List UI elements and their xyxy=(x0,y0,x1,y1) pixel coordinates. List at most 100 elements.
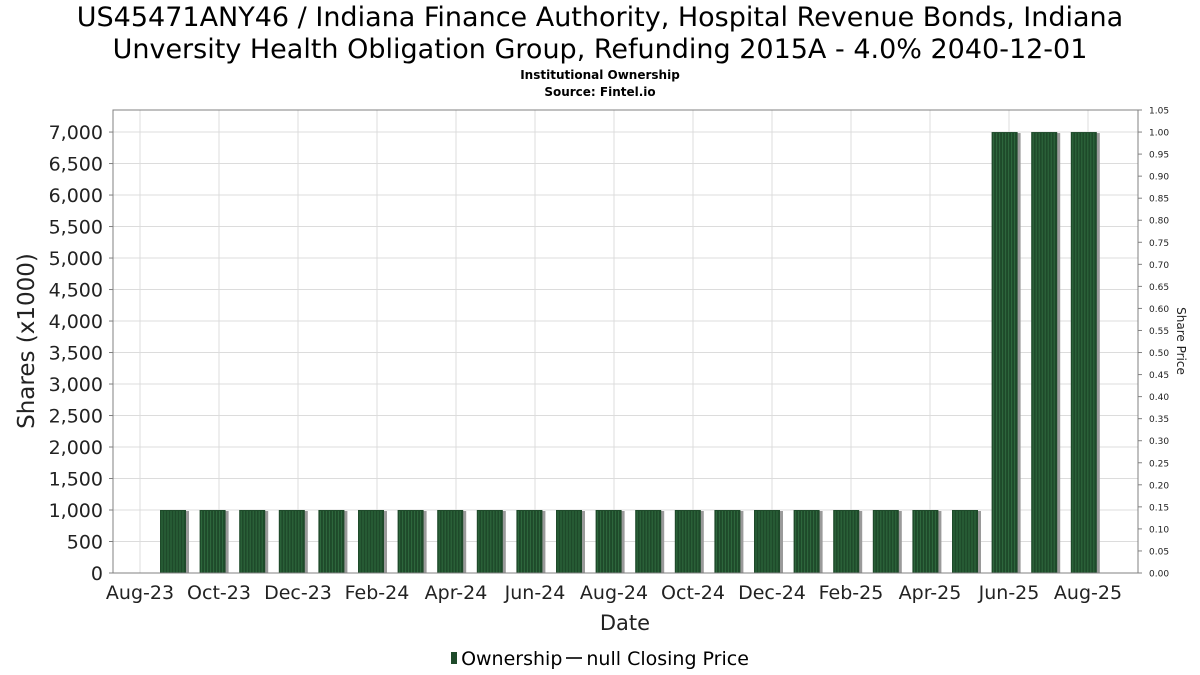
bar-body xyxy=(239,510,266,573)
bar-body xyxy=(833,510,860,573)
y2-tick-label: 0.30 xyxy=(1149,437,1169,447)
bar-body xyxy=(1031,132,1058,574)
y2-tick-label: 0.15 xyxy=(1149,503,1169,513)
bar-body xyxy=(714,510,741,573)
ownership-bar xyxy=(714,510,744,573)
y-tick-label: 500 xyxy=(67,532,103,554)
bar-body xyxy=(437,510,464,573)
y2-tick-label: 0.90 xyxy=(1149,173,1169,183)
y-tick-label: 7,000 xyxy=(49,122,103,144)
y2-tick-label: 0.65 xyxy=(1149,283,1169,293)
ownership-bar xyxy=(318,510,348,573)
chart-source: Source: Fintel.io xyxy=(544,85,656,99)
y2-tick-label: 0.10 xyxy=(1149,525,1169,535)
y-tick-label: 2,000 xyxy=(49,437,103,459)
y-axis-title: Shares (x1000) xyxy=(14,253,40,429)
y-tick-label: 0 xyxy=(91,563,103,585)
ownership-bar xyxy=(595,510,625,573)
bar-body xyxy=(476,510,503,573)
ownership-bar xyxy=(199,510,229,573)
x-tick-label: Dec-24 xyxy=(738,582,806,604)
y2-tick-label: 0.70 xyxy=(1149,261,1169,271)
ownership-bar xyxy=(952,510,981,573)
y-tick-label: 6,500 xyxy=(49,154,103,176)
y2-tick-label: 0.00 xyxy=(1149,570,1169,580)
ownership-bar xyxy=(793,510,823,573)
ownership-bar xyxy=(397,510,427,573)
ownership-bar xyxy=(556,510,585,573)
y2-tick-label: 1.00 xyxy=(1149,129,1169,139)
legend-closing-label: null Closing Price xyxy=(586,648,749,670)
ownership-bar xyxy=(476,510,506,573)
bar-body xyxy=(199,510,226,573)
y2-tick-label: 0.55 xyxy=(1149,327,1169,337)
ownership-bar xyxy=(160,510,189,573)
ownership-bar xyxy=(872,510,902,573)
y-tick-label: 3,000 xyxy=(49,374,103,396)
y-tick-label: 5,000 xyxy=(49,248,103,270)
bar-body xyxy=(556,510,582,573)
bar-body xyxy=(516,510,543,573)
closing-price-legend-line xyxy=(566,657,583,659)
y2-tick-label: 0.60 xyxy=(1149,305,1169,315)
ownership-bar xyxy=(833,510,863,573)
bar-body xyxy=(674,510,701,573)
y-tick-label: 6,000 xyxy=(49,185,103,207)
bar-body xyxy=(952,510,978,573)
y2-axis-title: Share Price xyxy=(1174,307,1188,375)
x-tick-label: Aug-25 xyxy=(1054,582,1122,604)
y-tick-label: 4,500 xyxy=(49,280,103,302)
ownership-bar xyxy=(674,510,704,573)
x-tick-label: Feb-24 xyxy=(345,582,410,604)
y2-tick-label: 0.20 xyxy=(1149,481,1169,491)
y-tick-label: 1,500 xyxy=(49,469,103,491)
ownership-bar xyxy=(358,510,387,573)
y-tick-label: 5,500 xyxy=(49,217,103,239)
bar-body xyxy=(754,510,780,573)
y2-tick-label: 0.05 xyxy=(1149,547,1169,557)
y2-tick-label: 0.95 xyxy=(1149,151,1169,161)
ownership-bar xyxy=(1031,132,1061,574)
bar-body xyxy=(160,510,186,573)
chart-subtitle: Institutional Ownership xyxy=(520,68,680,82)
bar-body xyxy=(1070,132,1097,574)
y-tick-label: 3,500 xyxy=(49,343,103,365)
bar-body xyxy=(991,132,1018,574)
ownership-bar xyxy=(912,510,942,573)
y-tick-label: 1,000 xyxy=(49,500,103,522)
y2-tick-label: 0.35 xyxy=(1149,415,1169,425)
x-tick-label: Aug-23 xyxy=(106,582,174,604)
y-tick-label: 2,500 xyxy=(49,406,103,428)
x-tick-label: Apr-24 xyxy=(425,582,488,604)
legend-ownership-label: Ownership xyxy=(461,648,563,670)
x-tick-label: Feb-25 xyxy=(819,582,884,604)
bar-body xyxy=(278,510,305,573)
y2-tick-label: 1.05 xyxy=(1149,107,1169,117)
y2-tick-label: 0.45 xyxy=(1149,371,1169,381)
ownership-bar xyxy=(437,510,467,573)
plot-border xyxy=(112,109,1139,574)
y2-tick-label: 0.50 xyxy=(1149,349,1169,359)
y2-tick-label: 0.25 xyxy=(1149,459,1169,469)
x-tick-label: Oct-24 xyxy=(661,582,725,604)
ownership-bar xyxy=(754,510,783,573)
x-tick-label: Jun-24 xyxy=(504,582,566,604)
bar-body xyxy=(635,510,662,573)
plot-area xyxy=(113,110,1138,573)
ownership-bar xyxy=(516,510,546,573)
x-axis-title: Date xyxy=(600,611,650,635)
y2-tick-label: 0.75 xyxy=(1149,239,1169,249)
bar-body xyxy=(793,510,820,573)
y2-tick-label: 0.85 xyxy=(1149,195,1169,205)
ownership-bar xyxy=(635,510,665,573)
x-tick-label: Apr-25 xyxy=(899,582,962,604)
y2-tick-label: 0.80 xyxy=(1149,217,1169,227)
ownership-bar xyxy=(991,132,1021,574)
x-tick-label: Dec-23 xyxy=(264,582,332,604)
ownership-bar xyxy=(239,510,269,573)
bar-body xyxy=(318,510,345,573)
ownership-legend-swatch xyxy=(451,652,458,664)
bar-body xyxy=(595,510,622,573)
bar-body xyxy=(912,510,939,573)
